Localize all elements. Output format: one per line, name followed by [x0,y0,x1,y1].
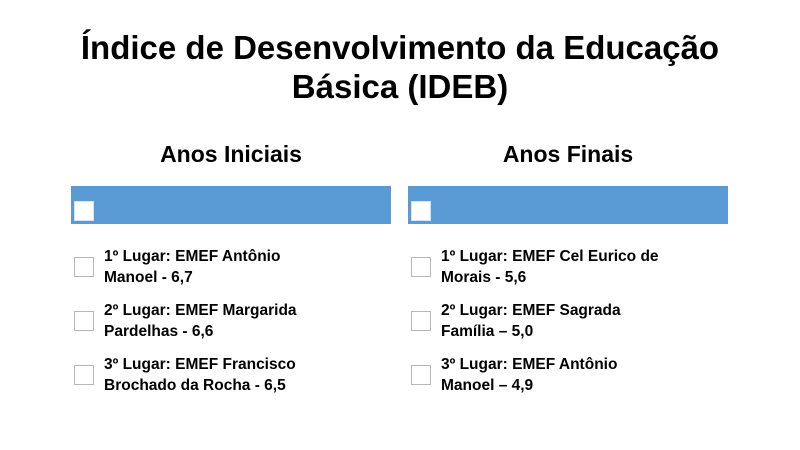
table-header-bar [408,186,728,224]
list-item: 2º Lugar: EMEF Margarida Pardelhas - 6,6 [71,300,391,354]
column-heading: Anos Finais [502,141,634,167]
list-item-line-2: Morais - 5,6 [441,269,527,286]
slide-title-line-2: Básica (IDEB) [291,68,509,105]
list-item-line-2: Brochado da Rocha - 6,5 [104,377,286,394]
checkbox-icon [411,201,431,221]
column-anos-iniciais: Anos Iniciais 1º Lugar: EMEF Antônio Man… [71,138,391,408]
list-item-line-2: Pardelhas - 6,6 [104,323,214,340]
column-heading: Anos Iniciais [160,141,302,167]
list-item-text: 2º Lugar: EMEF Sagrada Família – 5,0 [441,300,728,342]
list-item-text: 3º Lugar: EMEF Antônio Manoel – 4,9 [441,354,728,396]
checkbox-icon [74,311,94,331]
list-item-line-2: Manoel - 6,7 [104,269,193,286]
list-item-text: 1º Lugar: EMEF Antônio Manoel - 6,7 [104,246,391,288]
list-item-text: 3º Lugar: EMEF Francisco Brochado da Roc… [104,354,391,396]
checkbox-icon [74,257,94,277]
list-item: 3º Lugar: EMEF Francisco Brochado da Roc… [71,354,391,408]
column-anos-finais: Anos Finais 1º Lugar: EMEF Cel Eurico de… [408,138,728,408]
list-item-line-2: Família – 5,0 [441,323,534,340]
list-item-line-1: 1º Lugar: EMEF Antônio [104,248,281,265]
list-item-line-1: 3º Lugar: EMEF Francisco [104,356,296,373]
checkbox-icon [411,257,431,277]
list-item-line-1: 2º Lugar: EMEF Margarida [104,302,297,319]
slide-title: Índice de Desenvolvimento da Educação Bá… [40,28,760,106]
list-item-line-1: 2º Lugar: EMEF Sagrada [441,302,621,319]
slide-title-line-1: Índice de Desenvolvimento da Educação [80,29,720,66]
list-item-line-2: Manoel – 4,9 [441,377,534,394]
list-item-line-1: 1º Lugar: EMEF Cel Eurico de [441,248,659,265]
checkbox-icon [74,365,94,385]
table-header-bar [71,186,391,224]
list-item-line-1: 3º Lugar: EMEF Antônio [441,356,618,373]
list-item: 3º Lugar: EMEF Antônio Manoel – 4,9 [408,354,728,408]
list-item: 1º Lugar: EMEF Antônio Manoel - 6,7 [71,246,391,300]
checkbox-icon [74,201,94,221]
checkbox-icon [411,311,431,331]
checkbox-icon [411,365,431,385]
list-item-text: 2º Lugar: EMEF Margarida Pardelhas - 6,6 [104,300,391,342]
list-item: 2º Lugar: EMEF Sagrada Família – 5,0 [408,300,728,354]
list-item-text: 1º Lugar: EMEF Cel Eurico de Morais - 5,… [441,246,728,288]
list-item: 1º Lugar: EMEF Cel Eurico de Morais - 5,… [408,246,728,300]
